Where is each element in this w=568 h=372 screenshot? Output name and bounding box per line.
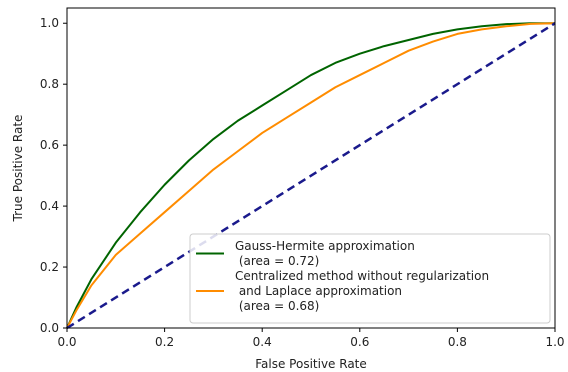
- y-tick-label: 0.6: [40, 138, 59, 152]
- curves-layer: [66, 22, 556, 330]
- y-tick-label: 1.0: [40, 16, 59, 30]
- y-tick-label: 0.0: [40, 321, 59, 335]
- ticks-layer: 0.0 0.2 0.4 0.6 0.8 1.0 0.0 0.2 0.4 0.6 0.8 1.0: [40, 16, 565, 349]
- chance-diagonal-line: [66, 22, 556, 330]
- x-axis-label: False Positive Rate: [255, 357, 367, 371]
- legend: Gauss-Hermite approximation (area = 0.72…: [189, 233, 551, 324]
- plot-frame: [66, 7, 556, 329]
- x-tick-label: 0.4: [253, 335, 272, 349]
- legend-label-2: Centralized method without regularizatio…: [235, 269, 489, 313]
- y-tick-label: 0.4: [40, 199, 59, 213]
- legend-box: [189, 233, 551, 324]
- x-tick-label: 0.8: [448, 335, 467, 349]
- roc-series-line-2: [66, 22, 556, 329]
- x-tick-label: 0.0: [57, 335, 76, 349]
- y-tick-label: 0.2: [40, 260, 59, 274]
- roc-series-line-1: [66, 22, 555, 329]
- legend-label-1: Gauss-Hermite approximation (area = 0.72…: [235, 239, 415, 268]
- y-axis-label: True Positive Rate: [11, 115, 25, 223]
- x-tick-label: 0.6: [350, 335, 369, 349]
- x-tick-label: 1.0: [545, 335, 564, 349]
- y-tick-label: 0.8: [40, 77, 59, 91]
- x-tick-label: 0.2: [155, 335, 174, 349]
